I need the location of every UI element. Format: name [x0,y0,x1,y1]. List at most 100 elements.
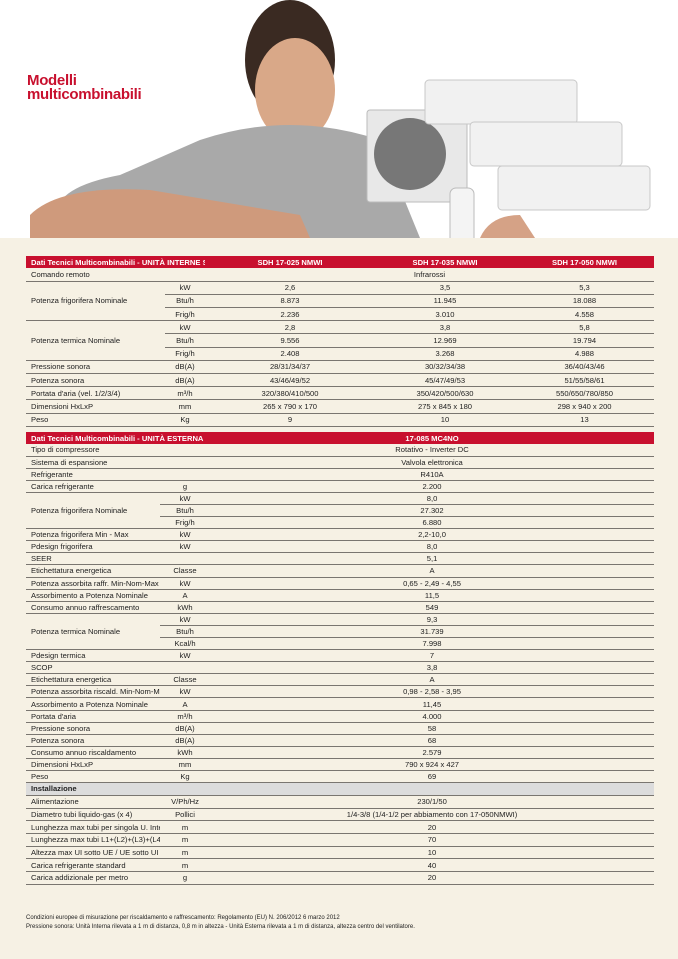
row-value: 43/46/49/52 [205,373,375,388]
row-value: 9,3 [210,613,655,626]
table-row: Peso Kg 9 10 13 [26,413,654,427]
row-unit: Classe [160,564,211,578]
row-unit: m [160,846,211,860]
row-value: 1/4-3/8 (1/4-1/2 per abbiamento con 17-0… [210,808,655,822]
row-unit: Frig/h [160,516,211,530]
table-row: Refrigerante R410A [26,468,655,481]
row-value: 350/420/500/630 [375,386,515,401]
row-label: Alimentazione [26,795,160,809]
row-value: 2.579 [210,746,655,759]
row-label: Tipo di compressore [26,444,160,457]
table-row: Frig/h 6.880 [26,516,655,530]
row-value: 0,98 - 2,58 - 3,95 [210,685,655,699]
row-value: 265 x 790 x 170 [205,399,375,414]
table-row: Potenza sonora dB(A) 43/46/49/52 45/47/49/5… [26,373,654,388]
row-label: Pressione sonora [26,360,165,375]
row-value: 3,5 [375,281,515,295]
row-label: Portata d'aria (vel. 1/2/3/4) [26,386,165,401]
table-row: Kcal/h 7.998 [26,637,655,651]
row-unit: m³/h [160,710,211,723]
table-row: Consumo annuo riscaldamento kWh 2.579 [26,746,655,759]
table-row: Potenza assorbita riscald. Min-Nom-Max kW… [26,685,655,699]
row-label: Potenza frigorifera Min - Max [26,528,160,542]
indoor-table-title: Dati Tecnici Multicombinabili - UNITÀ IN… [26,256,205,268]
installation-title: Installazione [26,782,655,796]
outdoor-table-title: Dati Tecnici Multicombinabili - UNITÀ ES… [26,432,211,444]
row-unit [160,552,211,566]
row-label: Pdesign termica [26,649,160,663]
row-value: A [210,564,655,578]
product-photo [30,0,651,238]
row-unit: g [160,871,211,885]
row-value: 275 x 845 x 180 [375,399,515,414]
row-unit: mm [165,399,205,414]
footnotes: Condizioni europee di misurazione per ri… [26,914,415,932]
row-label: Peso [26,413,165,427]
row-value: 13 [515,413,654,427]
row-value: 2.236 [205,307,375,322]
row-unit: dB(A) [160,734,211,747]
row-label: Pressione sonora [26,722,160,735]
row-unit: kW [160,577,211,590]
table-row: Lunghezza max tubi per singola U. Intern… [26,820,655,834]
row-value: 790 x 924 x 427 [210,758,655,772]
table-row: Btu/h 27.302 [26,504,655,518]
row-label: Sistema di espansione [26,456,160,469]
row-label: Potenza frigorifera Nominale [26,492,160,530]
row-value: 549 [210,601,655,614]
row-unit: kW [165,281,205,295]
row-unit: dB(A) [165,373,205,388]
row-value: 2,8 [205,320,375,335]
row-unit: Btu/h [165,333,205,348]
row-label: Altezza max UI sotto UE / UE sotto UI [26,846,160,860]
row-value: 5,3 [515,281,654,295]
row-label: Potenza assorbita riscald. Min-Nom-Max [26,685,160,699]
table-row: Carica refrigerante g 2.200 [26,480,655,493]
table-row: Potenza sonora dB(A) 68 [26,734,655,747]
table-row: Portata d'aria m³/h 4.000 [26,710,655,723]
row-value: 31.739 [210,625,655,639]
table-row: Carica refrigerante standard m 40 [26,858,655,872]
row-label: Potenza termica Nominale [26,613,160,651]
row-value: 2,2-10,0 [210,528,655,542]
row-value: 9.556 [205,333,375,348]
row-value: 11,5 [210,589,655,602]
row-label: Comando remoto [26,268,165,282]
row-unit: m [160,858,211,872]
footnote: Pressione sonora: Unità Interna rilevata… [26,924,415,930]
row-unit: V/Ph/Hz [160,795,211,809]
row-unit: A [160,697,211,711]
row-label: Peso [26,770,160,784]
row-unit: kW [160,540,211,554]
table-row: Etichettatura energetica Classe A [26,564,655,578]
row-value: 4.000 [210,710,655,723]
section-header: Installazione [26,782,655,796]
row-value: 4.558 [515,307,654,322]
row-label: Potenza termica Nominale [26,320,165,361]
hero-image [0,0,678,238]
row-unit: kW [160,492,211,505]
row-unit: mm [160,758,211,772]
row-value: 0,65 - 2,49 - 4,55 [210,577,655,590]
table-row: Consumo annuo raffrescamento kWh 549 [26,601,655,614]
row-unit: dB(A) [160,722,211,735]
indoor-units-table: Dati Tecnici Multicombinabili - UNITÀ IN… [26,256,654,427]
row-value: 70 [210,833,655,847]
row-unit: Kcal/h [160,637,211,651]
table-row: Pressione sonora dB(A) 58 [26,722,655,735]
row-value: 7 [210,649,655,663]
row-label: Dimensioni HxLxP [26,399,165,414]
row-label: Potenza sonora [26,373,165,388]
row-label: Carica addizionale per metro [26,871,160,885]
row-value: 8.873 [205,294,375,309]
row-unit: kW [160,685,211,699]
row-unit: Btu/h [160,625,211,639]
row-label: Refrigerante [26,468,160,481]
row-value: 230/1/50 [210,795,655,809]
row-value: A [210,673,655,687]
row-label: Consumo annuo riscaldamento [26,746,160,759]
row-unit: Kg [160,770,211,784]
row-unit: Classe [160,673,211,687]
row-value: 30/32/34/38 [375,360,515,375]
row-unit [160,661,211,675]
